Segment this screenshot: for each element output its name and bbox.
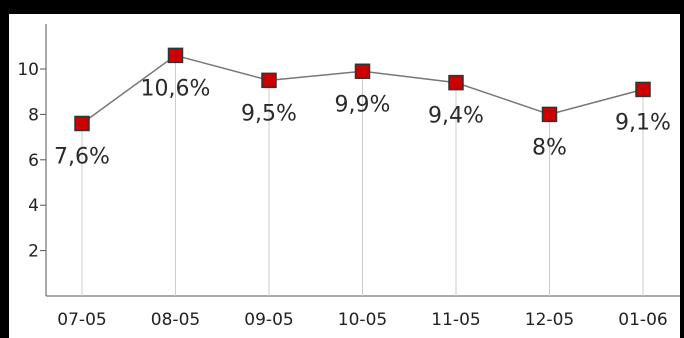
data-label: 10,6% — [141, 76, 211, 101]
x-tick-label: 12-05 — [525, 310, 574, 330]
x-tick-label: 10-05 — [338, 310, 387, 330]
data-point-marker — [167, 47, 184, 64]
data-point-marker — [635, 81, 651, 98]
data-label: 9,4% — [428, 104, 484, 129]
x-tick-label: 11-05 — [431, 310, 480, 330]
y-tick-label: 4 — [28, 196, 39, 216]
data-point-marker — [354, 63, 371, 80]
data-label: 9,5% — [241, 101, 297, 126]
data-label: 9,1% — [615, 110, 671, 135]
x-tick-label: 07-05 — [57, 310, 106, 330]
y-tick-label: 10 — [17, 60, 39, 80]
data-point-marker — [261, 72, 277, 89]
data-point-marker — [541, 106, 558, 123]
data-point-marker — [74, 115, 90, 132]
data-label: 9,9% — [335, 92, 391, 117]
x-tick-label: 08-05 — [151, 310, 200, 330]
y-tick-label: 8 — [28, 105, 39, 125]
data-point-marker — [448, 74, 464, 91]
y-tick-label: 6 — [28, 151, 39, 171]
x-tick-label: 09-05 — [244, 310, 293, 330]
y-tick-label: 2 — [28, 242, 39, 262]
x-tick-label: 01-06 — [618, 310, 667, 330]
data-label: 7,6% — [54, 144, 110, 169]
data-label: 8% — [532, 135, 567, 160]
